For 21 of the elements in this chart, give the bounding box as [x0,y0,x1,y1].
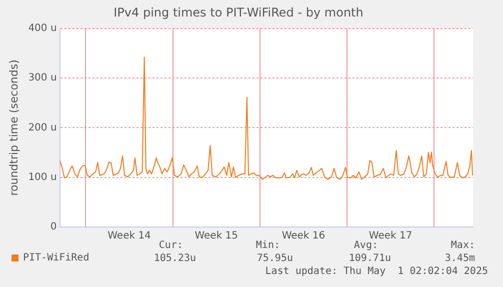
y-tick-label: 100 u [28,172,57,183]
text: 109.71u [348,253,391,264]
x-tick-label: Week 16 [282,230,326,242]
legend-label: PIT-WiFiRed [23,252,90,264]
text: 105.23u [154,253,196,264]
text: Min: [256,240,280,251]
y-tick-label: 0 [50,222,57,233]
y-tick-label: 200 u [28,122,57,134]
chart-title: IPv4 ping times to PIT-WiFiRed - by month [114,5,364,20]
x-tick-label: Week 14 [108,230,151,242]
text: 75.95u [256,253,293,264]
x-tick-label: Week 17 [368,230,412,242]
y-tick-label: 300 u [28,72,57,84]
text: Cur: [158,240,183,251]
y-axis-title: roundtrip time (seconds) [7,60,20,196]
x-tick-label: Week 15 [194,230,238,242]
text: Avg: [354,240,378,251]
text: Max: [450,240,475,251]
text: Last update: Thu May 1 02:02:04 2025 [265,266,488,277]
text: 3.45m [444,253,475,264]
y-tick-label: 400 u [28,22,57,34]
